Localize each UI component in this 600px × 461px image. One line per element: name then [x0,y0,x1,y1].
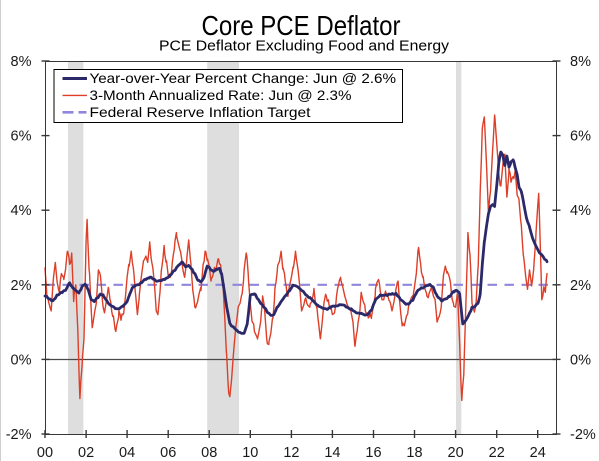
svg-text:4%: 4% [570,203,591,219]
svg-text:24: 24 [530,445,546,461]
svg-text:4%: 4% [11,203,32,219]
svg-text:10: 10 [242,445,258,461]
svg-text:22: 22 [489,445,505,461]
svg-text:Core PCE Deflator: Core PCE Deflator [202,10,401,41]
svg-text:16: 16 [365,445,381,461]
svg-text:14: 14 [324,445,340,461]
svg-text:PCE Deflator Excluding Food an: PCE Deflator Excluding Food and Energy [159,38,450,55]
svg-text:04: 04 [119,445,135,461]
svg-text:Year-over-Year Percent Change:: Year-over-Year Percent Change: Jun @ 2.6… [90,70,397,86]
svg-text:12: 12 [283,445,299,461]
svg-text:6%: 6% [570,129,591,145]
svg-text:8%: 8% [11,54,32,70]
svg-text:2%: 2% [570,278,591,294]
svg-text:6%: 6% [11,129,32,145]
svg-text:Federal Reserve Inflation Targ: Federal Reserve Inflation Target [90,104,311,120]
svg-text:0%: 0% [570,352,591,368]
svg-text:00: 00 [37,445,53,461]
svg-text:2%: 2% [11,278,32,294]
svg-text:06: 06 [160,445,176,461]
svg-text:18: 18 [406,445,422,461]
svg-text:3-Month Annualized Rate: Jun @: 3-Month Annualized Rate: Jun @ 2.3% [90,87,352,103]
svg-text:8%: 8% [570,54,591,70]
svg-text:20: 20 [448,445,464,461]
svg-text:02: 02 [78,445,94,461]
svg-text:08: 08 [201,445,217,461]
svg-text:-2%: -2% [6,427,32,443]
svg-text:0%: 0% [11,352,32,368]
svg-text:-2%: -2% [570,427,596,443]
